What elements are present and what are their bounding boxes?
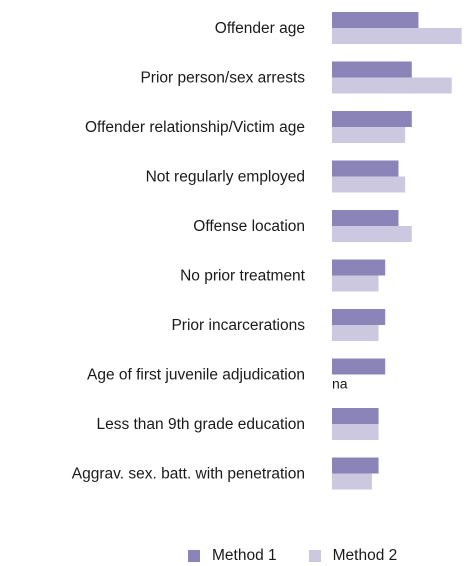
bar-annotation-method-2-age-of-first-juvenile-adjudication: na bbox=[332, 376, 348, 392]
legend-item-method-1: Method 1 bbox=[188, 547, 277, 565]
bar-method-1-prior-person-sex-arrests bbox=[332, 61, 412, 78]
bar-chart: Offender age Prior person/sex arrests Offe… bbox=[72, 12, 462, 490]
bar-method-2-offense-location bbox=[332, 226, 412, 242]
category-label-aggrav-sex-batt-with-penetration: Aggrav. sex. batt. with penetration bbox=[72, 466, 305, 483]
bar-method-1-aggrav-sex-batt-with-penetration bbox=[332, 457, 379, 474]
legend-swatch-method-2 bbox=[308, 550, 321, 562]
category-label-no-prior-treatment: No prior treatment bbox=[180, 268, 306, 285]
bar-method-1-offender-age bbox=[332, 12, 419, 28]
category-label-prior-person-sex-arrests: Prior person/sex arrests bbox=[140, 70, 305, 87]
bar-method-1-not-regularly-employed bbox=[332, 160, 399, 177]
category-label-offense-location: Offense location bbox=[193, 218, 305, 235]
bar-method-2-prior-incarcerations bbox=[332, 325, 379, 341]
bar-method-1-less-than-9th-grade-education bbox=[332, 408, 379, 424]
bar-method-1-offender-relationship-victim-age bbox=[332, 111, 412, 127]
category-label-not-regularly-employed: Not regularly employed bbox=[146, 169, 305, 186]
bar-method-2-offender-relationship-victim-age bbox=[332, 127, 406, 143]
bar-method-2-prior-person-sex-arrests bbox=[332, 77, 452, 94]
bar-method-2-not-regularly-employed bbox=[332, 176, 406, 193]
legend-item-method-2: Method 2 bbox=[308, 547, 398, 565]
legend-label-method-2: Method 2 bbox=[332, 547, 398, 564]
bar-method-1-no-prior-treatment bbox=[332, 259, 386, 276]
category-label-age-of-first-juvenile-adjudication: Age of first juvenile adjudication bbox=[87, 367, 305, 384]
category-label-less-than-9th-grade-education: Less than 9th grade education bbox=[96, 416, 305, 433]
category-label-prior-incarcerations: Prior incarcerations bbox=[171, 317, 305, 334]
bar-method-1-prior-incarcerations bbox=[332, 309, 386, 325]
bar-method-2-offender-age bbox=[332, 28, 462, 44]
bar-method-2-aggrav-sex-batt-with-penetration bbox=[332, 473, 372, 490]
legend-swatch-method-1 bbox=[188, 550, 200, 562]
legend-label-method-1: Method 1 bbox=[212, 547, 277, 564]
category-label-offender-relationship-victim-age: Offender relationship/Victim age bbox=[85, 119, 305, 136]
legend: Method 1 Method 2 bbox=[188, 547, 397, 565]
bar-method-1-age-of-first-juvenile-adjudication bbox=[332, 358, 386, 375]
bar-method-2-less-than-9th-grade-education bbox=[332, 424, 379, 440]
category-label-offender-age: Offender age bbox=[215, 20, 305, 37]
bar-method-2-no-prior-treatment bbox=[332, 275, 379, 292]
bar-method-1-offense-location bbox=[332, 210, 399, 226]
